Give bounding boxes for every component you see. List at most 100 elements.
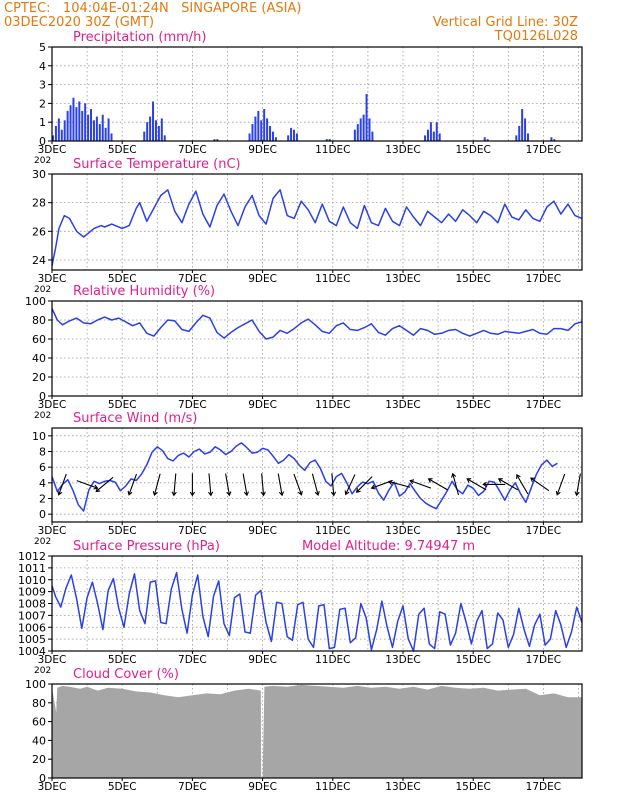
- wind-arrow-shaft: [293, 473, 302, 495]
- x-tick-label: 9DEC: [248, 654, 277, 666]
- x-tick-label: 9DEC: [248, 399, 277, 411]
- wind-arrow: [466, 478, 487, 491]
- wind-arrow-shaft: [576, 473, 581, 496]
- wind-arrow-shaft: [242, 473, 248, 496]
- wind-arrow-shaft: [345, 474, 356, 495]
- wind-arrow-head: [95, 487, 101, 493]
- wind-arrow: [387, 479, 411, 488]
- precip-bar: [260, 120, 263, 141]
- wind-arrow-shaft: [76, 480, 98, 489]
- y-tick-label: 100: [25, 678, 46, 691]
- wind-arrow-head: [278, 491, 285, 497]
- cloud-panel: 0 20 40 60 80 100 3DEC 5DEC 7DEC 9DEC 11DEC 13DEC 15…: [25, 667, 583, 793]
- wind-arrow-shaft: [498, 478, 519, 491]
- x-tick-label: 9DEC: [248, 781, 277, 793]
- wind-arrow: [127, 473, 138, 496]
- wind-arrow-head: [330, 491, 337, 497]
- x-tick-label: 3DEC: [38, 399, 67, 411]
- wind-arrow: [355, 476, 373, 493]
- wind-arrow: [555, 473, 566, 496]
- wind-arrow-head: [427, 478, 433, 483]
- precip-bar: [371, 131, 374, 141]
- wind-arrow-head: [409, 479, 415, 485]
- wind-arrow-shaft: [331, 473, 335, 496]
- header-grid-note: Vertical Grid Line: 30Z: [432, 15, 578, 30]
- precip-bar: [424, 135, 427, 141]
- x-tick-label: 7DEC: [178, 399, 207, 411]
- wind-arrow-head: [226, 491, 232, 497]
- x-tick-label: 3DEC: [38, 654, 67, 666]
- wind-arrow-head: [574, 491, 580, 497]
- wind-arrow: [95, 476, 114, 493]
- wind-arrow-shaft: [516, 474, 529, 495]
- precip-bar: [271, 131, 274, 141]
- wind-arrow: [311, 473, 320, 497]
- wind-arrow-head: [57, 490, 63, 496]
- precip-bar: [54, 125, 57, 141]
- precip-bar: [429, 122, 432, 141]
- wind-arrow: [152, 473, 161, 497]
- wind-arrow-shaft: [225, 473, 230, 496]
- temperature-title: Surface Temperature (nC): [73, 157, 241, 172]
- precip-bar: [75, 107, 78, 141]
- x-tick-label: 13DEC: [385, 654, 420, 666]
- x-tick-label: 9DEC: [248, 273, 277, 285]
- wind-arrow-head: [314, 491, 320, 497]
- wind-arrow-shaft: [277, 473, 283, 496]
- precip-bar: [365, 94, 368, 141]
- x-tick-label: 7DEC: [178, 144, 207, 156]
- wind-arrow-head: [344, 490, 350, 496]
- y-tick-label: 1004: [18, 645, 46, 658]
- precip-title: Precipitation (mm/h): [73, 30, 206, 45]
- precip-bar: [90, 109, 93, 141]
- y-tick-label: 1012: [18, 550, 46, 563]
- precip-bar: [293, 129, 296, 141]
- precip-bar: [52, 135, 54, 141]
- x-tick-label: 5DEC: [108, 781, 137, 793]
- pressure-frame: [51, 555, 583, 652]
- precip-bar: [524, 118, 527, 141]
- precip-bar: [274, 137, 277, 141]
- wind-arrow-shaft: [311, 473, 319, 496]
- humidity-frame: [51, 300, 583, 397]
- y-tick-label: 28: [32, 197, 46, 210]
- temperature-series-line: [51, 189, 583, 266]
- wind-arrow-head: [482, 481, 487, 488]
- wind-arrow-head: [152, 491, 158, 497]
- precip-bar: [160, 118, 163, 141]
- precip-bar: [154, 120, 157, 141]
- precip-bar: [368, 118, 371, 141]
- y-tick-label: 80: [32, 697, 46, 710]
- y-tick-label: 3: [39, 79, 46, 92]
- precip-bar: [248, 133, 251, 141]
- wind-frame: [51, 427, 583, 523]
- y-tick-label: 1009: [18, 586, 46, 599]
- y-tick-label: 100: [25, 295, 46, 308]
- precip-bar: [266, 118, 269, 141]
- x-tick-label: 11DEC: [315, 399, 350, 411]
- precip-bar: [95, 116, 98, 141]
- header-location: CPTEC: 104:04E-01:24N SINGAPORE (ASIA): [4, 1, 302, 16]
- y-tick-label: 0: [39, 135, 46, 148]
- x-tick-label: 15DEC: [455, 144, 490, 156]
- precip-bar: [72, 97, 75, 141]
- wind-arrow-head: [355, 488, 361, 493]
- precip-bar: [432, 131, 435, 141]
- precip-bar: [290, 127, 293, 141]
- x-tick-label: 17DEC: [526, 781, 561, 793]
- precip-bar: [254, 116, 257, 141]
- precip-bar: [521, 109, 524, 141]
- x-tick-label: 13DEC: [385, 525, 420, 537]
- x-tick-label: 11DEC: [315, 525, 350, 537]
- wind-arrow-head: [260, 491, 266, 497]
- y-tick-label: 1007: [18, 609, 46, 622]
- precip-bar: [251, 124, 254, 141]
- x-tick-label: 15DEC: [455, 273, 490, 285]
- wind-arrow: [482, 481, 506, 488]
- y-tick-label: 0: [39, 772, 46, 785]
- wind-arrow-shaft: [556, 473, 566, 495]
- x-tick-label: 11DEC: [315, 654, 350, 666]
- header-model-id: TQ0126L028: [494, 29, 578, 44]
- x-tick-label: 5DEC: [108, 654, 137, 666]
